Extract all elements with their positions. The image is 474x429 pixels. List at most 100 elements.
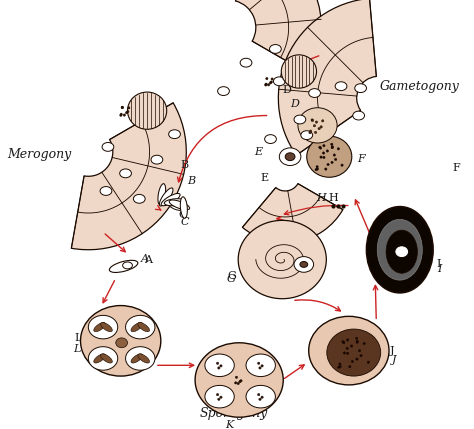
Ellipse shape — [300, 262, 308, 267]
Circle shape — [316, 166, 319, 168]
Wedge shape — [72, 103, 186, 250]
Circle shape — [269, 82, 272, 84]
Circle shape — [349, 366, 351, 368]
Ellipse shape — [281, 55, 317, 88]
Text: D: D — [283, 85, 292, 95]
Circle shape — [217, 362, 219, 365]
Circle shape — [346, 339, 349, 341]
Circle shape — [341, 164, 343, 166]
Ellipse shape — [279, 148, 301, 166]
Ellipse shape — [195, 343, 283, 417]
Circle shape — [326, 150, 328, 152]
Ellipse shape — [386, 230, 418, 273]
Text: A: A — [141, 254, 149, 263]
Circle shape — [333, 154, 336, 156]
Ellipse shape — [94, 323, 106, 332]
Circle shape — [358, 350, 361, 352]
Ellipse shape — [126, 315, 155, 339]
Circle shape — [339, 366, 341, 368]
Circle shape — [323, 145, 325, 147]
Ellipse shape — [159, 188, 173, 206]
Ellipse shape — [273, 77, 285, 86]
Ellipse shape — [151, 155, 163, 164]
Text: K: K — [225, 420, 234, 429]
Circle shape — [342, 341, 344, 343]
Circle shape — [257, 393, 260, 396]
Circle shape — [311, 119, 314, 121]
Circle shape — [120, 114, 122, 116]
Ellipse shape — [138, 323, 149, 332]
Text: B: B — [187, 176, 195, 186]
Ellipse shape — [205, 385, 234, 408]
Circle shape — [356, 341, 358, 344]
Ellipse shape — [131, 323, 143, 332]
Text: G: G — [227, 274, 236, 284]
Circle shape — [126, 112, 128, 114]
Circle shape — [363, 342, 365, 345]
Text: K: K — [225, 399, 234, 408]
Ellipse shape — [301, 131, 313, 139]
Circle shape — [346, 347, 348, 350]
Circle shape — [271, 78, 273, 80]
Circle shape — [343, 352, 346, 354]
Ellipse shape — [158, 184, 165, 205]
Circle shape — [320, 126, 322, 128]
Ellipse shape — [161, 193, 180, 206]
Circle shape — [313, 124, 316, 127]
Circle shape — [337, 148, 339, 150]
Circle shape — [331, 161, 333, 163]
Text: B: B — [180, 160, 188, 169]
Circle shape — [325, 168, 327, 170]
Circle shape — [259, 367, 261, 369]
Ellipse shape — [126, 347, 155, 370]
Ellipse shape — [138, 354, 149, 363]
Circle shape — [335, 158, 337, 160]
Ellipse shape — [133, 194, 145, 203]
Text: G: G — [227, 271, 236, 281]
Circle shape — [235, 376, 237, 378]
Ellipse shape — [307, 136, 352, 177]
Text: E: E — [254, 147, 262, 157]
Ellipse shape — [309, 89, 320, 97]
Ellipse shape — [264, 135, 276, 143]
Circle shape — [331, 146, 333, 149]
Circle shape — [218, 398, 220, 400]
Circle shape — [356, 358, 358, 360]
Circle shape — [265, 83, 267, 85]
Ellipse shape — [218, 87, 229, 96]
Ellipse shape — [116, 338, 128, 347]
Wedge shape — [242, 184, 343, 243]
Ellipse shape — [168, 201, 185, 211]
Circle shape — [264, 84, 267, 86]
Text: Gametogony: Gametogony — [380, 80, 459, 93]
Circle shape — [319, 146, 321, 148]
Circle shape — [360, 354, 362, 357]
Circle shape — [331, 145, 334, 148]
Circle shape — [320, 156, 322, 158]
Circle shape — [346, 352, 349, 354]
Text: J: J — [390, 346, 394, 356]
Ellipse shape — [396, 247, 408, 257]
Circle shape — [121, 106, 123, 109]
Circle shape — [350, 345, 353, 347]
Ellipse shape — [205, 354, 234, 377]
Circle shape — [323, 156, 325, 159]
Ellipse shape — [100, 187, 112, 195]
Ellipse shape — [294, 115, 306, 124]
Circle shape — [343, 341, 345, 344]
Text: A: A — [144, 254, 152, 265]
Wedge shape — [278, 0, 376, 155]
Text: H: H — [328, 193, 338, 203]
Ellipse shape — [88, 315, 118, 339]
Ellipse shape — [81, 305, 161, 376]
Circle shape — [309, 132, 311, 134]
Circle shape — [314, 131, 317, 133]
Circle shape — [337, 366, 340, 369]
Circle shape — [310, 130, 312, 132]
Ellipse shape — [327, 329, 381, 376]
Ellipse shape — [285, 153, 295, 160]
Circle shape — [259, 398, 261, 400]
Circle shape — [315, 121, 318, 123]
Text: F: F — [453, 163, 460, 173]
Ellipse shape — [180, 197, 187, 218]
